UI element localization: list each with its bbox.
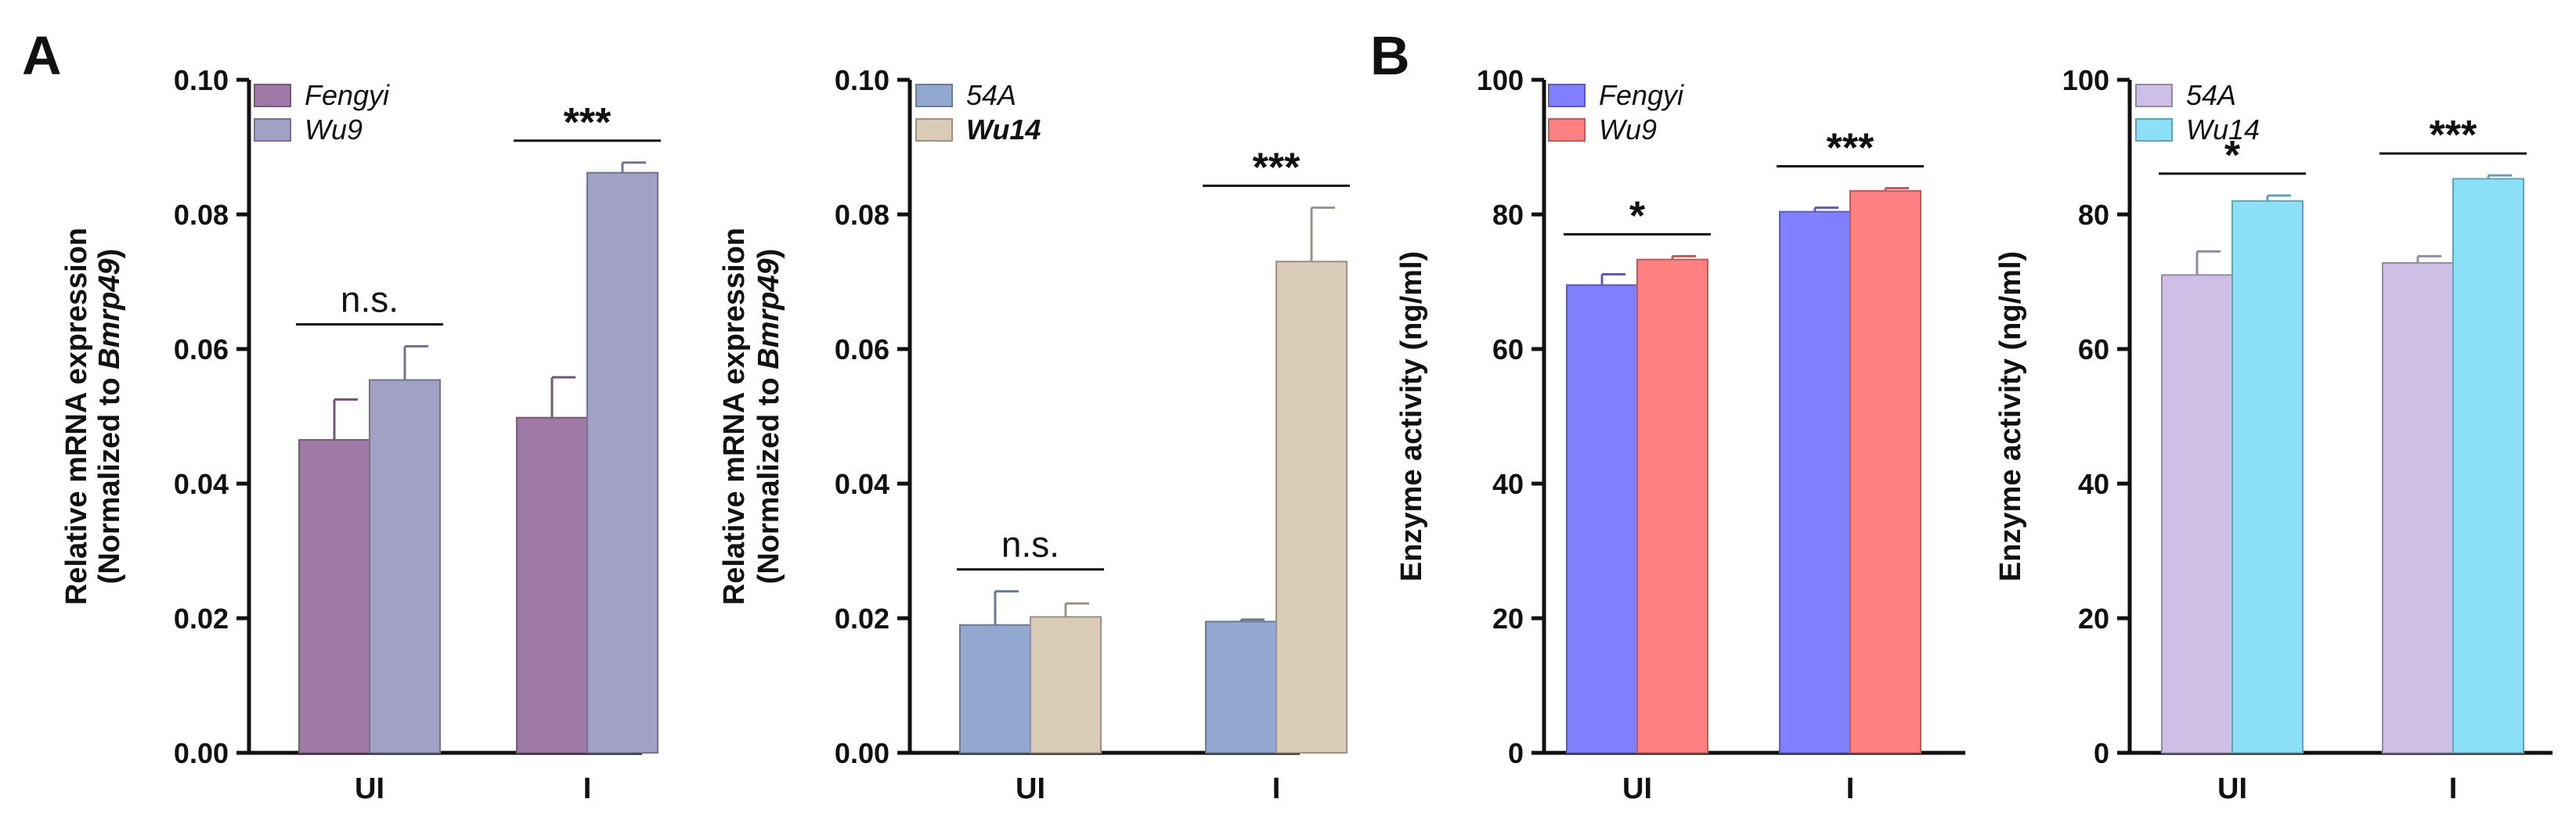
y-tick-label: 0.08 <box>174 199 229 231</box>
y-tick-label: 80 <box>2078 199 2109 231</box>
y-tick-label: 0.10 <box>835 64 889 96</box>
y-tick-label: 100 <box>2062 64 2109 96</box>
significance-label: * <box>2224 133 2241 178</box>
y-axis-title-line1: Relative mRNA expression <box>718 228 751 605</box>
bar-fengyi-i <box>1779 211 1851 754</box>
legend-swatch <box>1548 84 1586 107</box>
significance-label: n.s. <box>341 279 399 320</box>
legend-swatch <box>254 118 291 142</box>
y-tick-label: 0.00 <box>835 737 889 769</box>
y-axis-title: Enzyme activity (ng/ml) <box>1395 251 1428 581</box>
y-axis-title-suffix: ) <box>93 249 126 259</box>
significance-label: *** <box>1253 145 1301 190</box>
y-tick-label: 20 <box>1492 603 1524 635</box>
y-tick-label: 0.06 <box>835 333 889 365</box>
y-tick-label: 0.04 <box>835 468 889 500</box>
significance-label: n.s. <box>1001 524 1059 565</box>
y-tick-label: 40 <box>1492 468 1524 500</box>
bar-54a-ui <box>2161 274 2233 754</box>
x-category-label: I <box>2449 772 2458 805</box>
bar-fengyi-ui <box>1566 284 1638 754</box>
chart-a-left: 0.00 0.02 0.04 0.06 0.08 0.10 Relative mRNA ex… <box>60 64 661 805</box>
bar-wu9-ui <box>1636 258 1708 754</box>
bar-wu9-ui <box>369 379 441 754</box>
y-axis-title-suffix: ) <box>752 249 785 259</box>
bar-54a-i <box>2382 261 2454 754</box>
bar-wu14-i <box>2452 178 2524 754</box>
y-axis-title: Enzyme activity (ng/ml) <box>1994 251 2027 581</box>
y-tick-label: 40 <box>2078 468 2109 500</box>
legend-label: 54A <box>966 79 1016 111</box>
bar-wu14-ui <box>2231 200 2304 754</box>
chart-b-left: 0 20 40 60 80 100 Enzyme activity (ng/ml) UI * I *… <box>1395 64 1965 805</box>
significance-label: *** <box>1827 125 1874 171</box>
bar-wu14-i <box>1275 261 1348 754</box>
legend-label: Wu9 <box>1599 113 1657 146</box>
x-category-label: UI <box>1016 772 1045 805</box>
y-tick-label: 80 <box>1492 199 1524 231</box>
chart-b-right: 0 20 40 60 80 100 Enzyme activity (ng/ml) UI * I *… <box>1994 64 2553 805</box>
y-axis-title-line2: (Normalized to Bmrp49) <box>752 249 785 585</box>
y-tick-label: 0.02 <box>835 603 889 635</box>
y-axis-title-prefix: (Normalized to <box>752 369 785 584</box>
y-tick-label: 100 <box>1477 64 1524 96</box>
bar-wu9-i <box>586 171 658 754</box>
legend-label: Fengyi <box>305 79 390 111</box>
legend-swatch <box>915 118 953 142</box>
y-tick-label: 0.00 <box>174 737 229 769</box>
y-axis-title-line1: Relative mRNA expression <box>60 228 93 605</box>
significance-label: * <box>1629 193 1646 239</box>
legend-swatch <box>915 84 953 107</box>
x-category-label: I <box>1846 772 1855 805</box>
y-tick-label: 60 <box>2078 333 2109 365</box>
y-tick-label: 0.06 <box>174 333 229 365</box>
x-category-label: UI <box>355 772 384 805</box>
legend-label: Wu14 <box>2186 113 2260 146</box>
y-axis-title-prefix: (Normalized to <box>93 369 126 584</box>
y-axis-title-gene: Bmrp49 <box>93 258 126 369</box>
y-axis-title-gene: Bmrp49 <box>752 258 785 369</box>
x-category-label: I <box>1272 772 1281 805</box>
significance-label: *** <box>2430 113 2477 158</box>
panel-letter-b: B <box>1370 25 1410 86</box>
y-axis-title-line2: (Normalized to Bmrp49) <box>93 249 126 585</box>
chart-a-right: 0.00 0.02 0.04 0.06 0.08 0.10 Relative mRNA ex… <box>718 64 1350 805</box>
bar-fengyi-i <box>516 416 588 754</box>
legend-label: Wu14 <box>966 113 1041 146</box>
bar-54a-ui <box>959 624 1031 754</box>
legend-label: Fengyi <box>1599 79 1684 111</box>
y-tick-label: 0.08 <box>835 199 889 231</box>
legend-swatch <box>2135 118 2173 142</box>
legend-swatch <box>1548 118 1586 142</box>
legend-label: 54A <box>2186 79 2236 111</box>
y-tick-label: 20 <box>2078 603 2109 635</box>
legend-label: Wu9 <box>305 113 363 146</box>
y-tick-label: 0 <box>1508 737 1524 769</box>
legend-swatch <box>2135 84 2173 107</box>
significance-label: *** <box>564 100 612 146</box>
bar-fengyi-ui <box>298 439 370 754</box>
y-tick-label: 60 <box>1492 333 1524 365</box>
y-tick-label: 0.04 <box>174 468 229 500</box>
y-tick-label: 0.02 <box>174 603 229 635</box>
x-category-label: I <box>583 772 592 805</box>
x-category-label: UI <box>1622 772 1652 805</box>
bar-wu9-i <box>1849 189 1921 754</box>
x-category-label: UI <box>2217 772 2247 805</box>
y-tick-label: 0.10 <box>174 64 229 96</box>
bar-54a-i <box>1205 621 1277 754</box>
panel-letter-a: A <box>22 25 62 86</box>
y-tick-label: 0 <box>2094 737 2109 769</box>
legend-swatch <box>254 84 291 107</box>
bar-wu14-ui <box>1030 616 1102 754</box>
